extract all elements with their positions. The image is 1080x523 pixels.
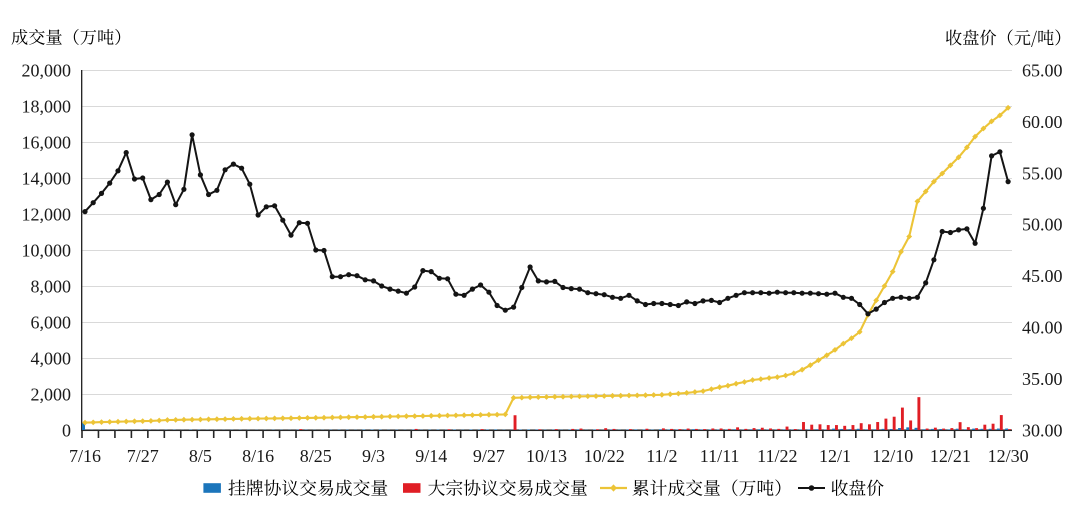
svg-text:6,000: 6,000 (31, 312, 72, 332)
svg-text:8,000: 8,000 (31, 276, 72, 296)
svg-text:12/21: 12/21 (930, 446, 971, 466)
svg-text:8/16: 8/16 (242, 446, 274, 466)
svg-text:55.00: 55.00 (1022, 163, 1063, 183)
svg-text:12,000: 12,000 (22, 204, 72, 224)
svg-text:8/5: 8/5 (189, 446, 212, 466)
svg-text:65.00: 65.00 (1022, 60, 1063, 80)
svg-text:11/22: 11/22 (757, 446, 797, 466)
svg-text:8/25: 8/25 (300, 446, 332, 466)
svg-text:2,000: 2,000 (31, 384, 72, 404)
svg-text:60.00: 60.00 (1022, 112, 1063, 132)
svg-text:12/30: 12/30 (988, 446, 1029, 466)
svg-text:10/22: 10/22 (584, 446, 625, 466)
svg-text:9/27: 9/27 (473, 446, 505, 466)
svg-text:30.00: 30.00 (1022, 420, 1063, 440)
svg-text:11/11: 11/11 (700, 446, 740, 466)
svg-text:12/1: 12/1 (819, 446, 851, 466)
svg-text:7/16: 7/16 (69, 446, 101, 466)
svg-text:50.00: 50.00 (1022, 215, 1063, 235)
svg-text:40.00: 40.00 (1022, 318, 1063, 338)
svg-text:9/3: 9/3 (362, 446, 385, 466)
svg-text:16,000: 16,000 (22, 132, 72, 152)
svg-text:10,000: 10,000 (22, 240, 72, 260)
svg-text:11/2: 11/2 (646, 446, 677, 466)
svg-text:10/13: 10/13 (526, 446, 567, 466)
svg-text:12/10: 12/10 (872, 446, 913, 466)
svg-text:14,000: 14,000 (22, 168, 72, 188)
svg-text:9/14: 9/14 (415, 446, 447, 466)
svg-text:0: 0 (62, 420, 71, 440)
svg-text:35.00: 35.00 (1022, 369, 1063, 389)
svg-text:18,000: 18,000 (22, 96, 72, 116)
svg-text:7/27: 7/27 (127, 446, 159, 466)
svg-text:4,000: 4,000 (31, 348, 72, 368)
svg-text:20,000: 20,000 (22, 60, 72, 80)
svg-text:45.00: 45.00 (1022, 266, 1063, 286)
